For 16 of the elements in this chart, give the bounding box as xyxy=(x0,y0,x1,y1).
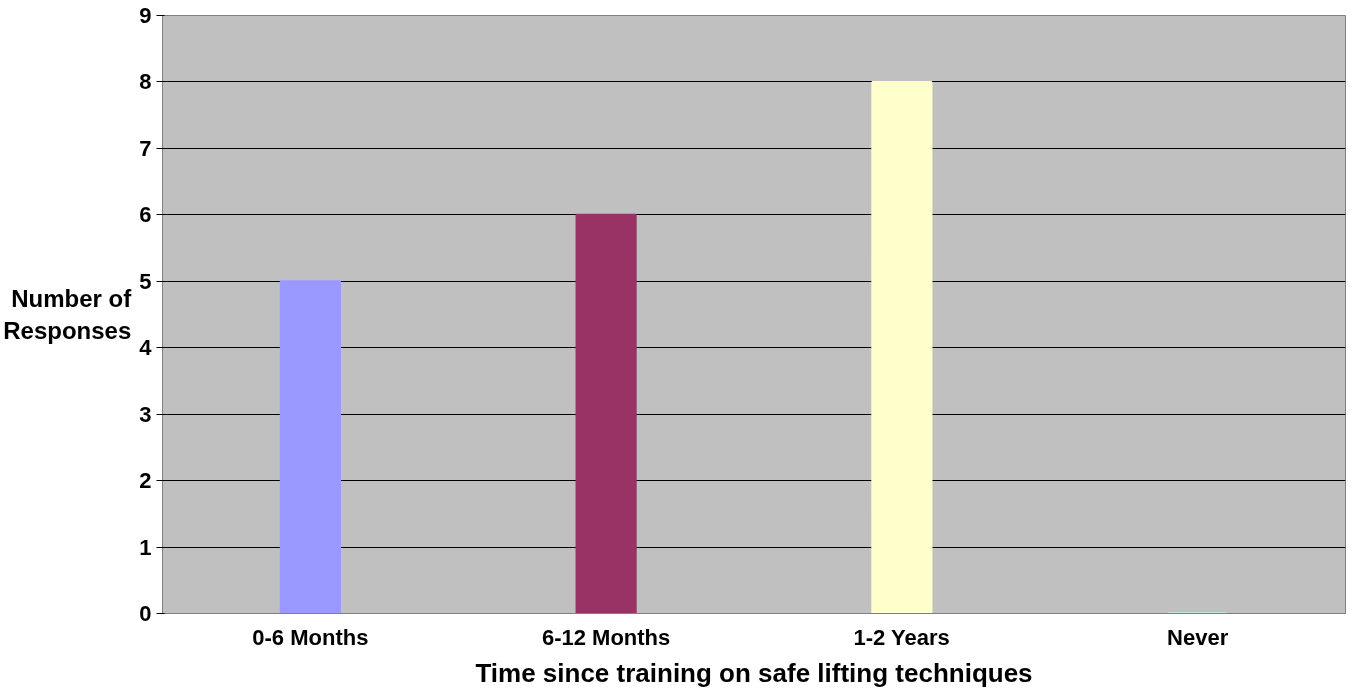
y-tick-label: 2 xyxy=(139,468,152,494)
y-tick-label: 1 xyxy=(139,534,152,560)
x-tick-label: Never xyxy=(1167,624,1229,650)
y-tick-label: 7 xyxy=(139,135,152,161)
y-tick-label: 5 xyxy=(139,268,152,294)
x-tick-label: 1-2 Years xyxy=(853,624,950,650)
y-tick-label: 3 xyxy=(139,401,152,427)
y-tick-label: 4 xyxy=(139,335,153,361)
x-tick-label: 0-6 Months xyxy=(252,624,369,650)
y-tick-label: 0 xyxy=(139,601,152,626)
y-tick-label: 6 xyxy=(139,202,152,228)
x-axis-title: Time since training on safe lifting techniques xyxy=(475,657,1033,688)
y-axis-title: Number of Responses xyxy=(3,284,133,345)
y-tick-label: 9 xyxy=(139,3,152,28)
x-tick-label: 6-12 Months xyxy=(541,624,671,650)
y-tick-label: 8 xyxy=(139,69,152,95)
